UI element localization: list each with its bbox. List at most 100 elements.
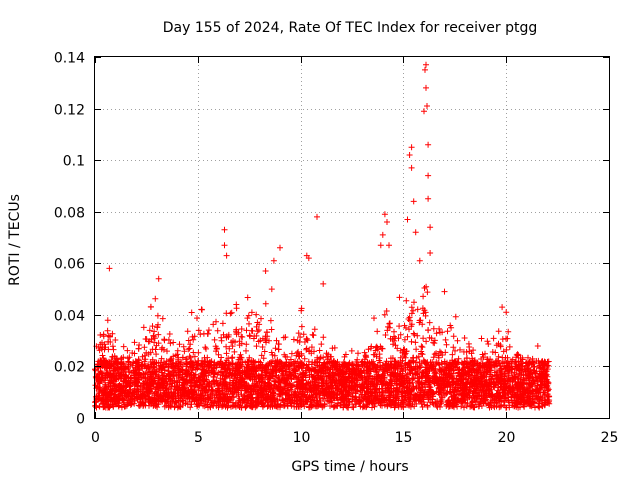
- data-point: [474, 366, 481, 373]
- data-point: [373, 394, 380, 401]
- data-point: [207, 391, 214, 398]
- data-point: [505, 328, 512, 335]
- data-point: [298, 305, 305, 312]
- data-point: [225, 355, 232, 362]
- data-point: [519, 393, 526, 400]
- data-point: [236, 342, 243, 349]
- data-point: [502, 365, 509, 372]
- data-point: [257, 337, 264, 344]
- data-point: [253, 311, 260, 318]
- data-point: [512, 365, 519, 371]
- data-point: [423, 338, 430, 345]
- data-point: [412, 394, 419, 401]
- data-point: [233, 301, 240, 308]
- data-point: [370, 358, 377, 365]
- data-point: [479, 395, 486, 402]
- data-point: [131, 397, 138, 404]
- data-point: [199, 376, 206, 383]
- data-point: [119, 395, 126, 402]
- data-point: [94, 382, 101, 388]
- data-point: [467, 380, 474, 387]
- data-point: [105, 339, 112, 345]
- data-point: [371, 361, 378, 368]
- data-point: [146, 327, 153, 334]
- data-point: [174, 351, 181, 358]
- data-point: [546, 393, 553, 400]
- data-point: [314, 399, 321, 405]
- data-point: [159, 344, 166, 351]
- data-point: [407, 393, 414, 400]
- data-point: [528, 403, 535, 410]
- data-point: [147, 303, 154, 310]
- data-point: [401, 351, 408, 358]
- data-point: [215, 351, 222, 358]
- data-point: [467, 365, 474, 372]
- data-point: [184, 328, 191, 335]
- data-point: [187, 354, 194, 361]
- data-point: [223, 350, 230, 357]
- data-point: [185, 346, 192, 353]
- data-point: [396, 376, 403, 383]
- data-point: [454, 337, 461, 344]
- data-point: [199, 306, 205, 313]
- data-point: [471, 394, 477, 401]
- data-point: [455, 359, 462, 366]
- data-point: [527, 399, 534, 405]
- data-point: [305, 358, 312, 365]
- data-point: [176, 341, 183, 348]
- data-point: [228, 309, 235, 316]
- data-point: [413, 385, 420, 392]
- data-point: [348, 384, 355, 391]
- data-point: [404, 362, 411, 369]
- data-point: [455, 398, 461, 405]
- data-point: [413, 359, 419, 366]
- data-point: [410, 383, 417, 390]
- data-point: [155, 340, 162, 347]
- data-point: [294, 350, 301, 356]
- data-point: [172, 399, 179, 406]
- data-point: [486, 359, 493, 366]
- data-point: [161, 336, 168, 343]
- data-point: [174, 387, 181, 394]
- data-point: [473, 374, 480, 381]
- data-point: [345, 361, 352, 368]
- data-point: [455, 380, 462, 387]
- data-point: [502, 391, 509, 398]
- data-point: [395, 403, 402, 410]
- data-point: [426, 379, 433, 386]
- data-point: [399, 389, 406, 396]
- data-point: [253, 343, 260, 350]
- data-point: [294, 385, 301, 392]
- data-point: [186, 345, 193, 352]
- data-point: [478, 356, 485, 362]
- data-point: [184, 401, 191, 408]
- data-point: [413, 397, 419, 404]
- data-point: [447, 322, 454, 329]
- data-point: [400, 372, 406, 379]
- data-point: [319, 382, 326, 389]
- data-point: [121, 403, 128, 410]
- data-point: [331, 344, 338, 351]
- data-point: [107, 380, 114, 387]
- data-point: [430, 401, 437, 408]
- data-point: [405, 361, 411, 368]
- data-point: [170, 339, 177, 346]
- data-point: [464, 392, 471, 399]
- data-point: [485, 341, 492, 347]
- data-point: [348, 347, 355, 354]
- data-point: [100, 331, 107, 338]
- data-point: [412, 339, 419, 346]
- data-point: [248, 309, 255, 316]
- data-point: [352, 394, 359, 401]
- data-point: [459, 397, 466, 404]
- data-point: [323, 380, 329, 387]
- data-point: [431, 337, 438, 344]
- data-point: [189, 360, 196, 367]
- data-point: [438, 359, 445, 366]
- data-point: [283, 369, 290, 375]
- data-point: [115, 393, 122, 400]
- data-point: [270, 389, 276, 396]
- data-point: [519, 360, 526, 367]
- data-point: [344, 402, 351, 409]
- data-point: [305, 385, 312, 392]
